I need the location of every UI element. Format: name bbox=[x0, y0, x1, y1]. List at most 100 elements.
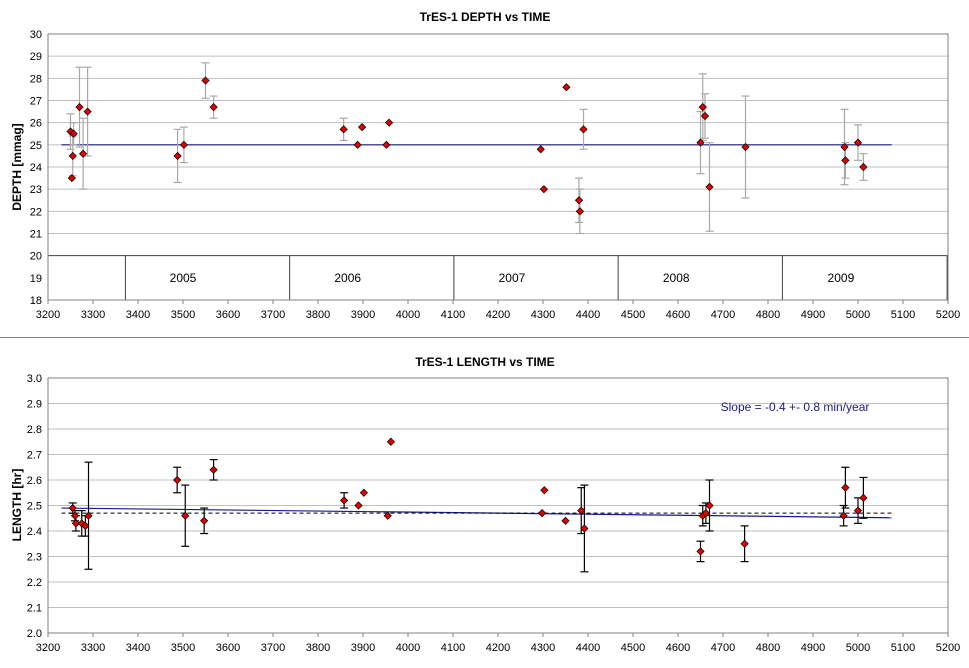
y-tick-label: 2.9 bbox=[27, 399, 42, 411]
data-point bbox=[179, 140, 188, 149]
x-tick-label: 5100 bbox=[891, 642, 915, 654]
x-tick-label: 4600 bbox=[666, 642, 690, 654]
y-tick-label: 29 bbox=[30, 51, 42, 63]
data-point bbox=[741, 142, 750, 152]
data-point bbox=[536, 145, 545, 154]
x-tick-label: 3500 bbox=[171, 309, 195, 321]
data-point bbox=[81, 521, 90, 530]
length-chart: TrES-1 LENGTH vs TIME LENGTH [hr] 2.0 2.1… bbox=[10, 355, 960, 654]
length-points bbox=[68, 437, 868, 556]
data-point bbox=[562, 83, 571, 92]
x-tick-label: 4700 bbox=[711, 309, 735, 321]
data-point bbox=[705, 501, 714, 510]
x-tick-label: 3600 bbox=[216, 642, 240, 654]
y-tick-label: 26 bbox=[30, 118, 42, 130]
length-chart-title: TrES-1 LENGTH vs TIME bbox=[415, 355, 554, 369]
y-tick-label: 2.6 bbox=[27, 475, 42, 487]
data-point bbox=[539, 185, 548, 194]
x-tick-label: 4000 bbox=[396, 642, 420, 654]
x-tick-label: 4900 bbox=[801, 642, 825, 654]
x-tick-label: 4500 bbox=[621, 642, 645, 654]
data-point bbox=[68, 151, 77, 161]
x-tick-label: 4200 bbox=[486, 642, 510, 654]
depth-chart-title: TrES-1 DEPTH vs TIME bbox=[420, 10, 551, 24]
x-tick-label: 5200 bbox=[936, 309, 960, 321]
data-point bbox=[339, 125, 348, 134]
data-point bbox=[83, 107, 92, 116]
data-point bbox=[383, 511, 392, 520]
x-tick-label: 5100 bbox=[891, 309, 915, 321]
year-label-2009: 2009 bbox=[828, 271, 855, 285]
x-tick-label: 4000 bbox=[396, 309, 420, 321]
data-point bbox=[579, 125, 588, 134]
data-point bbox=[859, 493, 868, 502]
data-point bbox=[353, 140, 362, 149]
x-tick-label: 3700 bbox=[261, 309, 285, 321]
x-tick-label: 3200 bbox=[36, 309, 60, 321]
data-point bbox=[577, 506, 586, 515]
x-tick-label: 4400 bbox=[576, 642, 600, 654]
y-tick-label: 22 bbox=[30, 206, 42, 218]
x-tick-label: 5000 bbox=[846, 309, 870, 321]
data-point bbox=[385, 118, 394, 127]
data-point bbox=[696, 547, 705, 556]
y-tick-label: 2.8 bbox=[27, 424, 42, 436]
x-tick-label: 4100 bbox=[441, 309, 465, 321]
x-tick-label: 5200 bbox=[936, 642, 960, 654]
data-point bbox=[841, 483, 850, 492]
data-point bbox=[201, 76, 210, 85]
data-point bbox=[84, 511, 93, 520]
y-tick-label: 2.3 bbox=[27, 552, 42, 564]
year-label-2005: 2005 bbox=[170, 271, 197, 285]
data-point bbox=[740, 539, 749, 548]
depth-chart: TrES-1 DEPTH vs TIME DEPTH [mmag] 2005 20… bbox=[10, 10, 960, 321]
data-point bbox=[705, 182, 714, 192]
data-point bbox=[68, 503, 77, 513]
data-point bbox=[538, 509, 547, 518]
data-point bbox=[840, 142, 849, 152]
data-point bbox=[67, 173, 76, 183]
y-tick-label: 27 bbox=[30, 96, 42, 108]
data-point bbox=[79, 149, 88, 158]
x-tick-label: 3600 bbox=[216, 309, 240, 321]
data-point bbox=[359, 488, 368, 497]
x-tick-label: 4800 bbox=[756, 309, 780, 321]
length-plot-frame bbox=[47, 377, 949, 634]
y-tick-label: 18 bbox=[30, 295, 42, 307]
x-tick-label: 4100 bbox=[441, 642, 465, 654]
x-tick-label: 3400 bbox=[126, 309, 150, 321]
data-point bbox=[853, 138, 863, 147]
x-tick-label: 4600 bbox=[666, 309, 690, 321]
slope-annotation: Slope = -0.4 +- 0.8 min/year bbox=[721, 400, 870, 414]
depth-year-band: 2005 2006 2007 2008 2009 bbox=[48, 255, 948, 300]
y-tick-label: 28 bbox=[30, 73, 42, 85]
x-tick-label: 3800 bbox=[306, 309, 330, 321]
depth-plot-frame bbox=[47, 33, 949, 301]
data-point bbox=[209, 465, 218, 474]
data-point bbox=[696, 138, 705, 147]
y-tick-label: 30 bbox=[30, 29, 42, 41]
x-tick-label: 3700 bbox=[261, 642, 285, 654]
x-tick-label: 3800 bbox=[306, 642, 330, 654]
x-tick-label: 4800 bbox=[756, 642, 780, 654]
data-point bbox=[853, 506, 863, 515]
depth-y-tick-labels: 18 19 20 21 22 23 24 25 26 27 28 29 30 bbox=[30, 29, 42, 307]
data-point bbox=[561, 516, 570, 525]
x-tick-label: 3300 bbox=[81, 642, 105, 654]
x-tick-label: 5000 bbox=[846, 642, 870, 654]
y-tick-label: 2.5 bbox=[27, 501, 42, 513]
data-point bbox=[580, 524, 589, 533]
x-tick-label: 4700 bbox=[711, 642, 735, 654]
length-y-tick-labels: 2.0 2.1 2.2 2.3 2.4 2.5 2.6 2.7 2.8 2.9 3.0 bbox=[27, 373, 42, 640]
x-tick-label: 3200 bbox=[36, 642, 60, 654]
data-point bbox=[173, 151, 182, 161]
y-tick-label: 25 bbox=[30, 140, 42, 152]
data-point bbox=[358, 123, 367, 132]
depth-x-tick-labels: 3200 3300 3400 3500 3600 3700 3800 3900 4000 4100… bbox=[36, 300, 960, 321]
data-point bbox=[701, 509, 710, 518]
data-point bbox=[71, 519, 80, 528]
x-tick-label: 4400 bbox=[576, 309, 600, 321]
data-point bbox=[209, 103, 218, 112]
depth-y-axis-label: DEPTH [mmag] bbox=[10, 123, 24, 210]
x-tick-label: 3900 bbox=[351, 309, 375, 321]
